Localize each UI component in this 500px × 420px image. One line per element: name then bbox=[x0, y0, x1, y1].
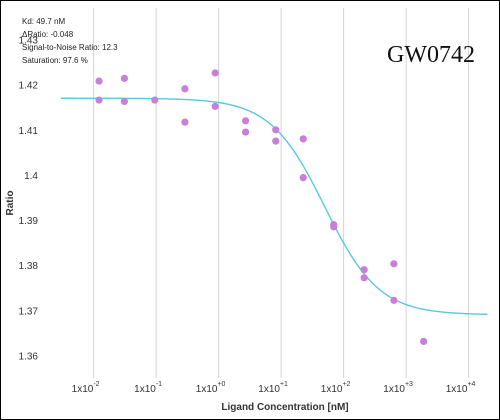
data-point bbox=[95, 96, 103, 104]
x-tick-exponent: -1 bbox=[156, 381, 162, 388]
x-tick-exponent: +2 bbox=[342, 381, 350, 388]
y-tick-label: 1.41 bbox=[19, 126, 39, 137]
data-point bbox=[241, 117, 250, 125]
data-point bbox=[241, 128, 250, 136]
x-tick-label: 1x10+3 bbox=[383, 381, 413, 395]
y-tick-label: 1.4 bbox=[24, 171, 38, 182]
data-point bbox=[211, 102, 219, 110]
data-point bbox=[181, 85, 189, 93]
data-point bbox=[272, 126, 280, 134]
y-tick-label: 1.42 bbox=[19, 81, 39, 92]
x-tick-label: 1x10+0 bbox=[196, 381, 226, 395]
y-tick-label: 1.38 bbox=[19, 261, 39, 272]
data-point bbox=[95, 77, 103, 85]
fit-annotation: Saturation: 97.6 % bbox=[22, 56, 88, 65]
data-point bbox=[390, 260, 398, 268]
x-tick-base: 1x10 bbox=[383, 384, 405, 395]
y-tick-label: 1.37 bbox=[19, 306, 39, 317]
y-tick-labels: 1.36 1.37 1.38 1.39 1.4 1.41 1.42 1.43 bbox=[19, 36, 39, 363]
x-tick-base: 1x10 bbox=[321, 384, 343, 395]
x-tick-base: 1x10 bbox=[134, 384, 156, 395]
data-point bbox=[299, 174, 307, 182]
fit-annotation: Kd: 49.7 nM bbox=[22, 17, 65, 26]
data-point bbox=[299, 135, 307, 143]
y-tick-label: 1.43 bbox=[19, 36, 39, 47]
data-point bbox=[390, 296, 398, 304]
data-point bbox=[420, 337, 428, 346]
x-tick-exponent: +1 bbox=[280, 381, 288, 388]
x-tick-exponent: +0 bbox=[217, 381, 225, 388]
data-point bbox=[151, 96, 159, 104]
x-tick-label: 1x10-2 bbox=[72, 381, 100, 395]
x-tick-base: 1x10 bbox=[72, 384, 94, 395]
x-tick-base: 1x10 bbox=[446, 384, 468, 395]
x-tick-exponent: -2 bbox=[93, 381, 99, 388]
x-tick-label: 1x10+2 bbox=[321, 381, 351, 395]
gridlines bbox=[93, 8, 470, 378]
fit-annotation: Signal-to-Noise Ratio: 12.3 bbox=[22, 43, 118, 52]
fit-annotation: ΔRatio: -0.048 bbox=[22, 30, 74, 39]
data-point bbox=[211, 69, 219, 77]
data-points bbox=[95, 69, 428, 346]
y-tick-label: 1.39 bbox=[19, 216, 39, 227]
chart-title: GW0742 bbox=[387, 42, 475, 68]
x-tick-label: 1x10-1 bbox=[134, 381, 162, 395]
data-point bbox=[181, 118, 189, 126]
x-axis-label: Ligand Concentration [nM] bbox=[221, 402, 348, 413]
x-tick-exponent: +3 bbox=[405, 381, 413, 388]
data-point bbox=[120, 74, 129, 82]
data-point bbox=[120, 97, 129, 106]
x-tick-base: 1x10 bbox=[258, 384, 280, 395]
data-point bbox=[360, 274, 368, 282]
fit-annotations: Kd: 49.7 nM ΔRatio: -0.048 Signal-to-Noise… bbox=[22, 17, 118, 65]
y-tick-label: 1.36 bbox=[19, 351, 39, 362]
data-point bbox=[330, 223, 338, 231]
x-tick-exponent: +4 bbox=[467, 381, 475, 388]
y-axis-label: Ratio bbox=[5, 191, 16, 216]
x-tick-label: 1x10+4 bbox=[446, 381, 476, 395]
x-tick-base: 1x10 bbox=[196, 384, 218, 395]
data-point bbox=[272, 137, 280, 145]
data-point bbox=[360, 266, 368, 274]
x-tick-labels: 1x10-2 1x10-1 1x10+0 1x10+1 1x10+2 1x10+3 1x10… bbox=[72, 381, 476, 395]
x-tick-label: 1x10+1 bbox=[258, 381, 288, 395]
